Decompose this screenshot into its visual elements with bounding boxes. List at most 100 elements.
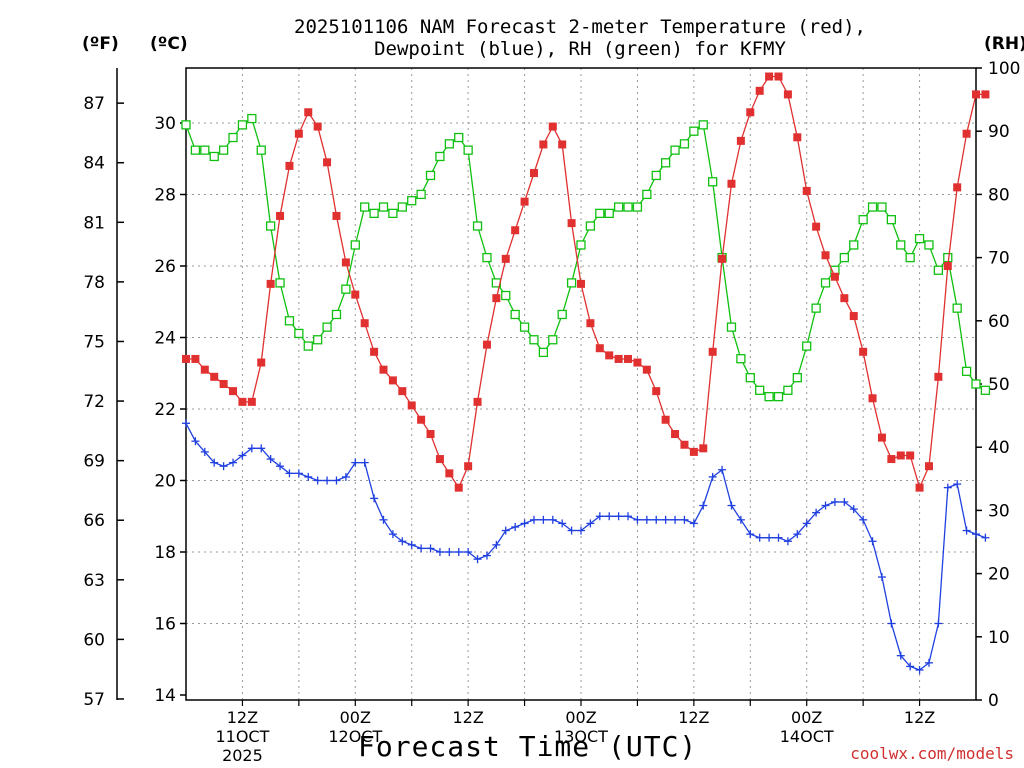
dewpoint-point: [699, 501, 708, 510]
temperature-point: [454, 483, 463, 492]
dewpoint-point: [840, 497, 849, 506]
temperature-point: [435, 455, 444, 464]
fahrenheit-tick-label: 66: [83, 511, 105, 531]
rh-point: [708, 177, 718, 187]
fahrenheit-tick-label: 60: [83, 630, 105, 650]
temperature-point: [210, 372, 219, 381]
temperature-point: [906, 451, 915, 460]
credit-link[interactable]: coolwx.com/models: [850, 744, 1014, 763]
temperature-point: [642, 365, 651, 374]
temperature-point: [652, 387, 661, 396]
x-tick-time-label: 12Z: [452, 708, 483, 727]
x-tick-date-label: 11OCT: [215, 727, 269, 746]
temperature-point: [595, 344, 604, 353]
temperature-point: [548, 122, 557, 131]
temperature-point: [482, 340, 491, 349]
rh-point: [218, 145, 229, 155]
celsius-tick-label: 24: [154, 329, 176, 349]
rh-point: [294, 328, 304, 339]
celsius-tick-label: 18: [154, 543, 176, 563]
dewpoint-point: [464, 548, 473, 556]
rh-point: [651, 170, 661, 181]
temperature-point: [962, 129, 971, 138]
dewpoint-point: [200, 447, 209, 456]
temperature-point: [200, 365, 209, 374]
x-tick-time-label: 12Z: [227, 708, 258, 727]
dewpoint-point: [577, 526, 585, 535]
dewpoint-point: [859, 515, 868, 524]
rh-point: [322, 322, 332, 332]
dewpoint-point: [671, 515, 680, 524]
rh-point: [397, 202, 407, 212]
dewpoint-point: [802, 519, 811, 528]
rh-point: [783, 385, 793, 395]
temperature-point: [727, 179, 736, 188]
temperature-point: [821, 251, 830, 260]
dewpoint-point: [605, 512, 614, 521]
dewpoint-point: [529, 515, 538, 524]
rh-point: [896, 240, 906, 250]
temperature-point: [417, 415, 426, 424]
rh-point: [905, 252, 915, 263]
fahrenheit-tick-label: 69: [83, 452, 105, 472]
temperature-point: [887, 455, 896, 464]
x-tick-date-label: 14OCT: [780, 727, 834, 746]
rh-tick-label: 80: [988, 185, 1010, 205]
x-tick-time-label: 00Z: [340, 708, 371, 727]
dewpoint-point: [351, 458, 360, 467]
temperature-point: [182, 354, 190, 363]
temperature-point: [313, 122, 322, 131]
temperature-point: [755, 86, 764, 95]
rh-point: [933, 265, 944, 275]
rh-point: [679, 139, 690, 149]
rh-point: [745, 373, 755, 383]
dewpoint-line: [185, 422, 986, 671]
dewpoint-point: [511, 522, 520, 531]
temperature-point: [633, 358, 642, 367]
temperature-point: [840, 294, 849, 303]
rh-point: [849, 240, 859, 250]
dewpoint-point: [972, 530, 980, 539]
rh-point: [642, 189, 652, 200]
rh-point: [576, 240, 586, 250]
celsius-axis-unit: (ºC): [150, 34, 188, 54]
rh-tick-label: 30: [988, 501, 1010, 521]
rh-point: [566, 278, 577, 288]
dewpoint-point: [182, 419, 190, 428]
temperature-point: [464, 462, 473, 471]
x-tick-year-label: 2025: [222, 746, 263, 765]
temperature-point: [473, 397, 482, 406]
rh-point: [773, 391, 784, 402]
temperature-point: [501, 254, 510, 263]
temperature-point: [445, 469, 454, 478]
dewpoint-point: [388, 530, 397, 539]
rh-point: [472, 221, 483, 231]
rh-point: [839, 252, 849, 263]
rh-point: [482, 252, 492, 263]
temperature-point: [238, 397, 247, 406]
dewpoint-point: [624, 512, 633, 521]
dewpoint-point: [257, 444, 266, 453]
temperature-point: [972, 90, 980, 99]
temperature-point: [671, 430, 680, 439]
dewpoint-point: [774, 533, 783, 542]
rh-point: [435, 151, 445, 162]
dewpoint-point: [360, 458, 369, 467]
rh-point: [632, 202, 643, 212]
dewpoint-point: [276, 462, 285, 471]
dewpoint-point: [755, 533, 764, 542]
dewpoint-point: [370, 494, 379, 503]
rh-tick-label: 60: [988, 312, 1010, 332]
rh-point: [660, 158, 671, 168]
rh-point: [265, 221, 276, 231]
rh-point: [303, 341, 313, 351]
dewpoint-point: [501, 526, 510, 535]
temperature-point: [304, 108, 313, 117]
fahrenheit-tick-label: 72: [83, 392, 105, 412]
temperature-point: [605, 351, 614, 360]
temperature-point: [614, 354, 623, 363]
dewpoint-point: [473, 555, 482, 564]
dewpoint-point: [943, 483, 952, 492]
dewpoint-point: [304, 472, 313, 481]
